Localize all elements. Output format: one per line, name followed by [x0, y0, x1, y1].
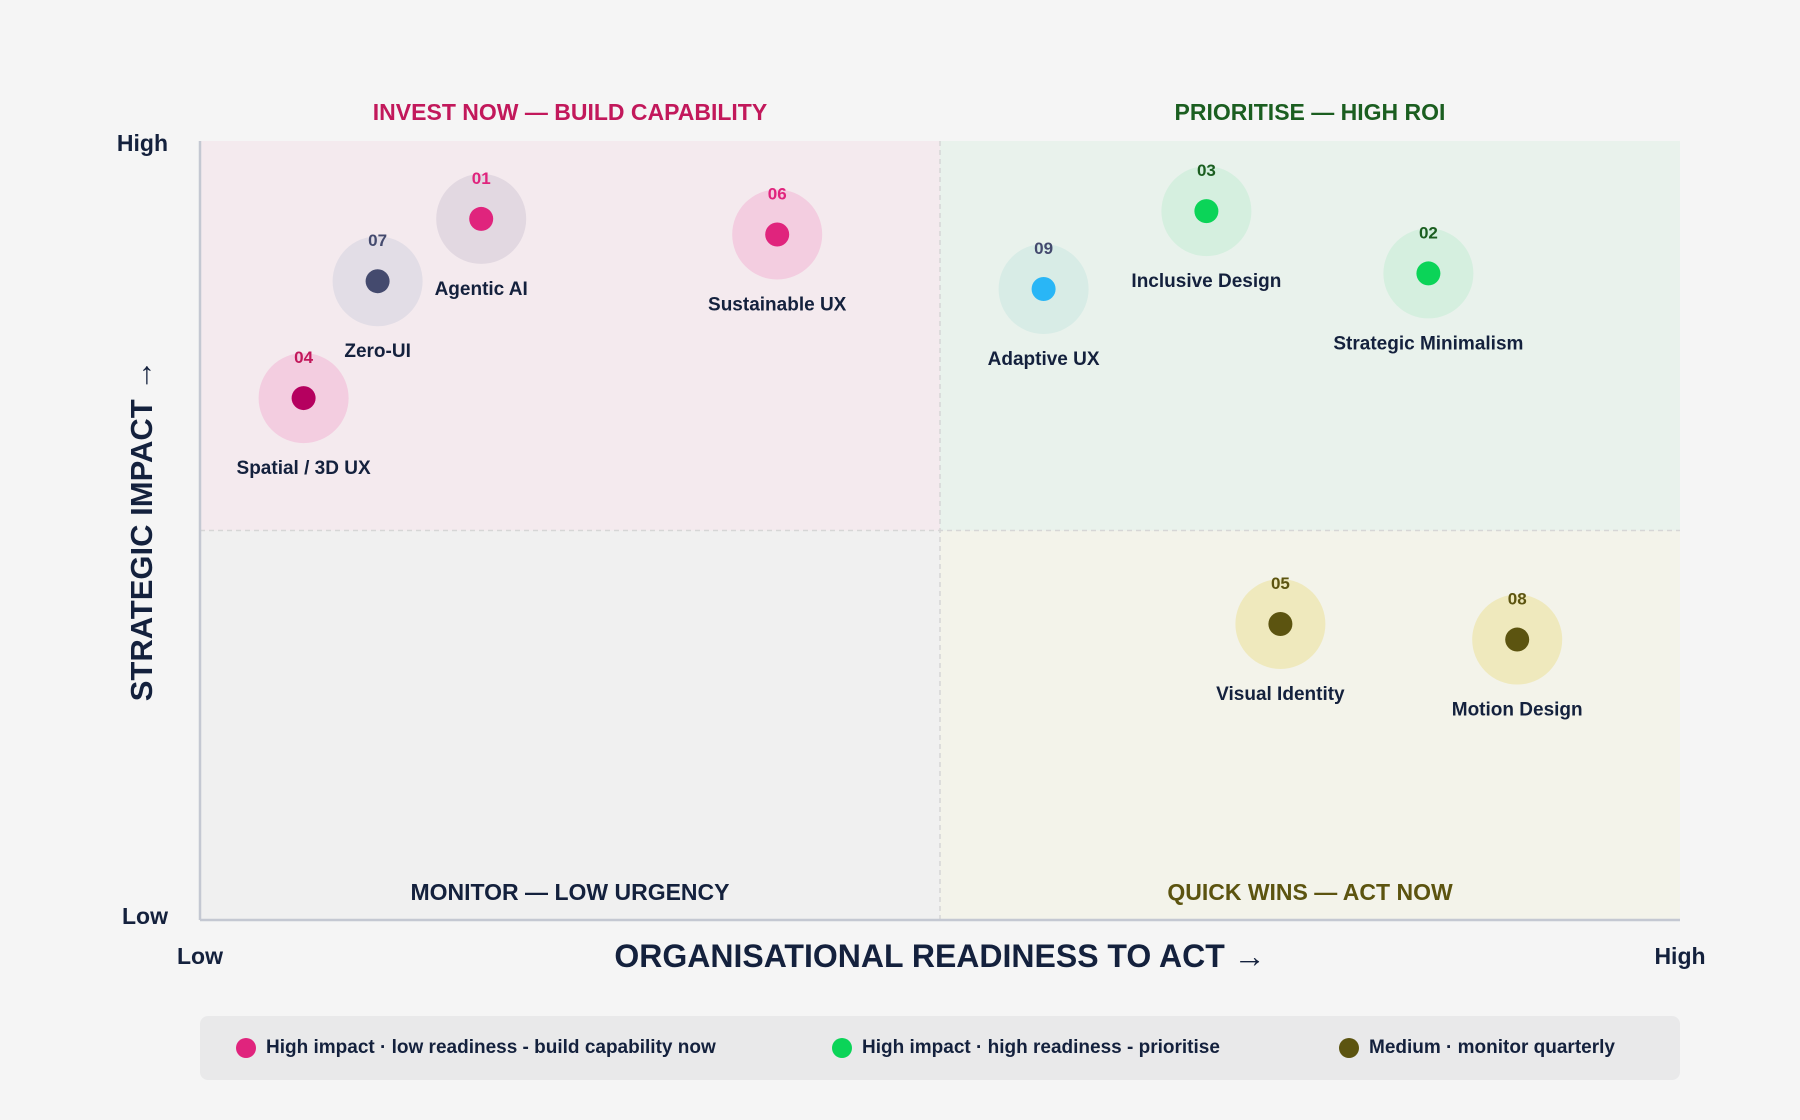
- legend-dot-icon: [832, 1038, 852, 1058]
- point-label: Agentic AI: [435, 279, 528, 300]
- point-label: Strategic Minimalism: [1333, 333, 1523, 354]
- point-marker: [1194, 199, 1219, 224]
- legend-item-monitor: Medium · monitor quarterly: [1339, 1016, 1615, 1080]
- point-07: 07 Zero-UI: [332, 231, 423, 362]
- quadrant-label-top-left: INVEST NOW — BUILD CAPABILITY: [373, 99, 767, 125]
- legend-item-prioritise: High impact · high readiness - prioritis…: [832, 1016, 1220, 1080]
- point-number: 02: [1419, 223, 1438, 242]
- point-label: Motion Design: [1452, 700, 1583, 721]
- point-marker: [1505, 627, 1530, 652]
- point-label: Zero-UI: [344, 341, 411, 362]
- point-marker: [1268, 611, 1293, 636]
- point-02: 02 Strategic Minimalism: [1333, 223, 1523, 354]
- y-tick-high: High: [117, 130, 168, 156]
- point-number: 04: [294, 348, 313, 367]
- point-number: 03: [1197, 161, 1216, 180]
- legend: High impact · low readiness - build capa…: [200, 1016, 1680, 1080]
- legend-dot-icon: [1339, 1038, 1359, 1058]
- x-tick-high: High: [1654, 943, 1705, 969]
- point-09: 09 Adaptive UX: [988, 239, 1100, 370]
- quadrant-label-bottom-right: QUICK WINS — ACT NOW: [1167, 879, 1453, 905]
- point-number: 05: [1271, 574, 1290, 593]
- point-08: 08 Motion Design: [1452, 590, 1583, 721]
- point-label: Spatial / 3D UX: [237, 458, 371, 479]
- point-marker: [1031, 277, 1056, 302]
- quadrant-dividers: [200, 141, 1680, 920]
- point-marker: [765, 222, 790, 247]
- point-number: 01: [472, 169, 491, 188]
- point-marker: [291, 386, 316, 411]
- quadrant-label-bottom-left: MONITOR — LOW URGENCY: [410, 879, 729, 905]
- legend-item-build-capability: High impact · low readiness - build capa…: [236, 1016, 716, 1080]
- quadrant-bottom-left: [200, 530, 940, 920]
- point-03: 03 Inclusive Design: [1131, 161, 1281, 292]
- x-tick-low: Low: [177, 943, 223, 969]
- point-number: 09: [1034, 239, 1053, 258]
- y-tick-low: Low: [122, 903, 168, 929]
- point-05: 05 Visual Identity: [1216, 574, 1345, 705]
- quadrant-labels: INVEST NOW — BUILD CAPABILITY PRIORITISE …: [373, 99, 1453, 905]
- x-axis-title: ORGANISATIONAL READINESS TO ACT →: [614, 938, 1265, 974]
- point-number: 06: [768, 184, 787, 203]
- point-marker: [469, 206, 494, 231]
- point-label: Adaptive UX: [988, 349, 1100, 370]
- legend-label: High impact · high readiness - prioritis…: [862, 1037, 1220, 1058]
- point-04: 04 Spatial / 3D UX: [237, 348, 371, 479]
- data-points: 01 Agentic AI 02 Strategic Minimalism 03 Incl…: [237, 161, 1583, 720]
- point-number: 08: [1508, 590, 1527, 609]
- point-marker: [1416, 261, 1441, 286]
- legend-label: High impact · low readiness - build capa…: [266, 1037, 716, 1058]
- point-01: 01 Agentic AI: [435, 169, 528, 300]
- point-label: Sustainable UX: [708, 294, 847, 315]
- point-label: Visual Identity: [1216, 684, 1345, 705]
- legend-label: Medium · monitor quarterly: [1369, 1037, 1615, 1058]
- point-label: Inclusive Design: [1131, 271, 1281, 292]
- point-number: 07: [368, 231, 387, 250]
- quadrant-label-top-right: PRIORITISE — HIGH ROI: [1175, 99, 1446, 125]
- axes: High Low Low High ORGANISATIONAL READINESS T…: [117, 130, 1706, 974]
- quadrant-top-left: [200, 141, 940, 531]
- point-marker: [365, 269, 390, 294]
- legend-dot-icon: [236, 1038, 256, 1058]
- quadrant-bottom-right: [940, 530, 1680, 920]
- quadrant-top-right: [940, 141, 1680, 531]
- point-06: 06 Sustainable UX: [708, 184, 847, 315]
- y-axis-title: STRATEGIC IMPACT →: [124, 360, 159, 702]
